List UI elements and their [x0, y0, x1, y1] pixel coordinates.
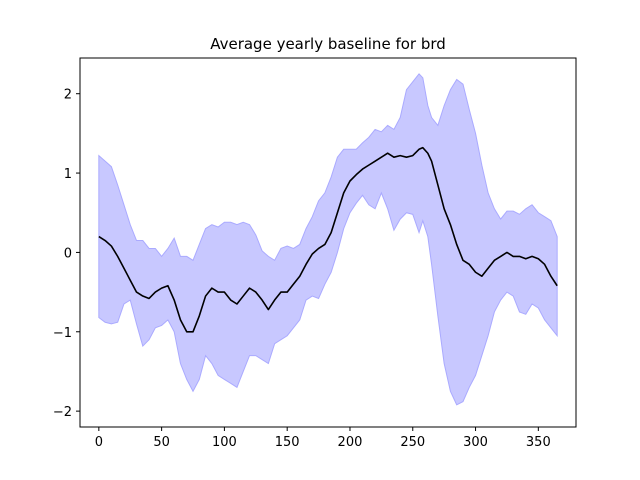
x-tick-label: 50: [153, 435, 170, 450]
line-layer: [98, 146, 558, 333]
x-tick-label: 0: [95, 435, 103, 450]
x-tick-label: 250: [400, 435, 425, 450]
x-tick-label: 200: [338, 435, 363, 450]
y-tick-label: 2: [64, 88, 72, 103]
x-tick-label: 150: [275, 435, 300, 450]
y-axis: −2 −1 0 1 2: [53, 88, 80, 420]
x-tick-label: 350: [526, 435, 551, 450]
y-tick-label: −2: [53, 405, 72, 420]
y-tick-label: 1: [64, 167, 72, 182]
x-tick-label: 100: [212, 435, 237, 450]
x-tick-label: 300: [463, 435, 488, 450]
y-tick-label: 0: [64, 246, 72, 261]
chart-title: Average yearly baseline for brd: [210, 35, 446, 53]
plot-frame: [79, 57, 577, 428]
y-tick-label: −1: [53, 326, 72, 341]
mean-line: [98, 146, 558, 333]
x-axis: 0 50 100 150 200 250 300 350: [95, 427, 551, 450]
